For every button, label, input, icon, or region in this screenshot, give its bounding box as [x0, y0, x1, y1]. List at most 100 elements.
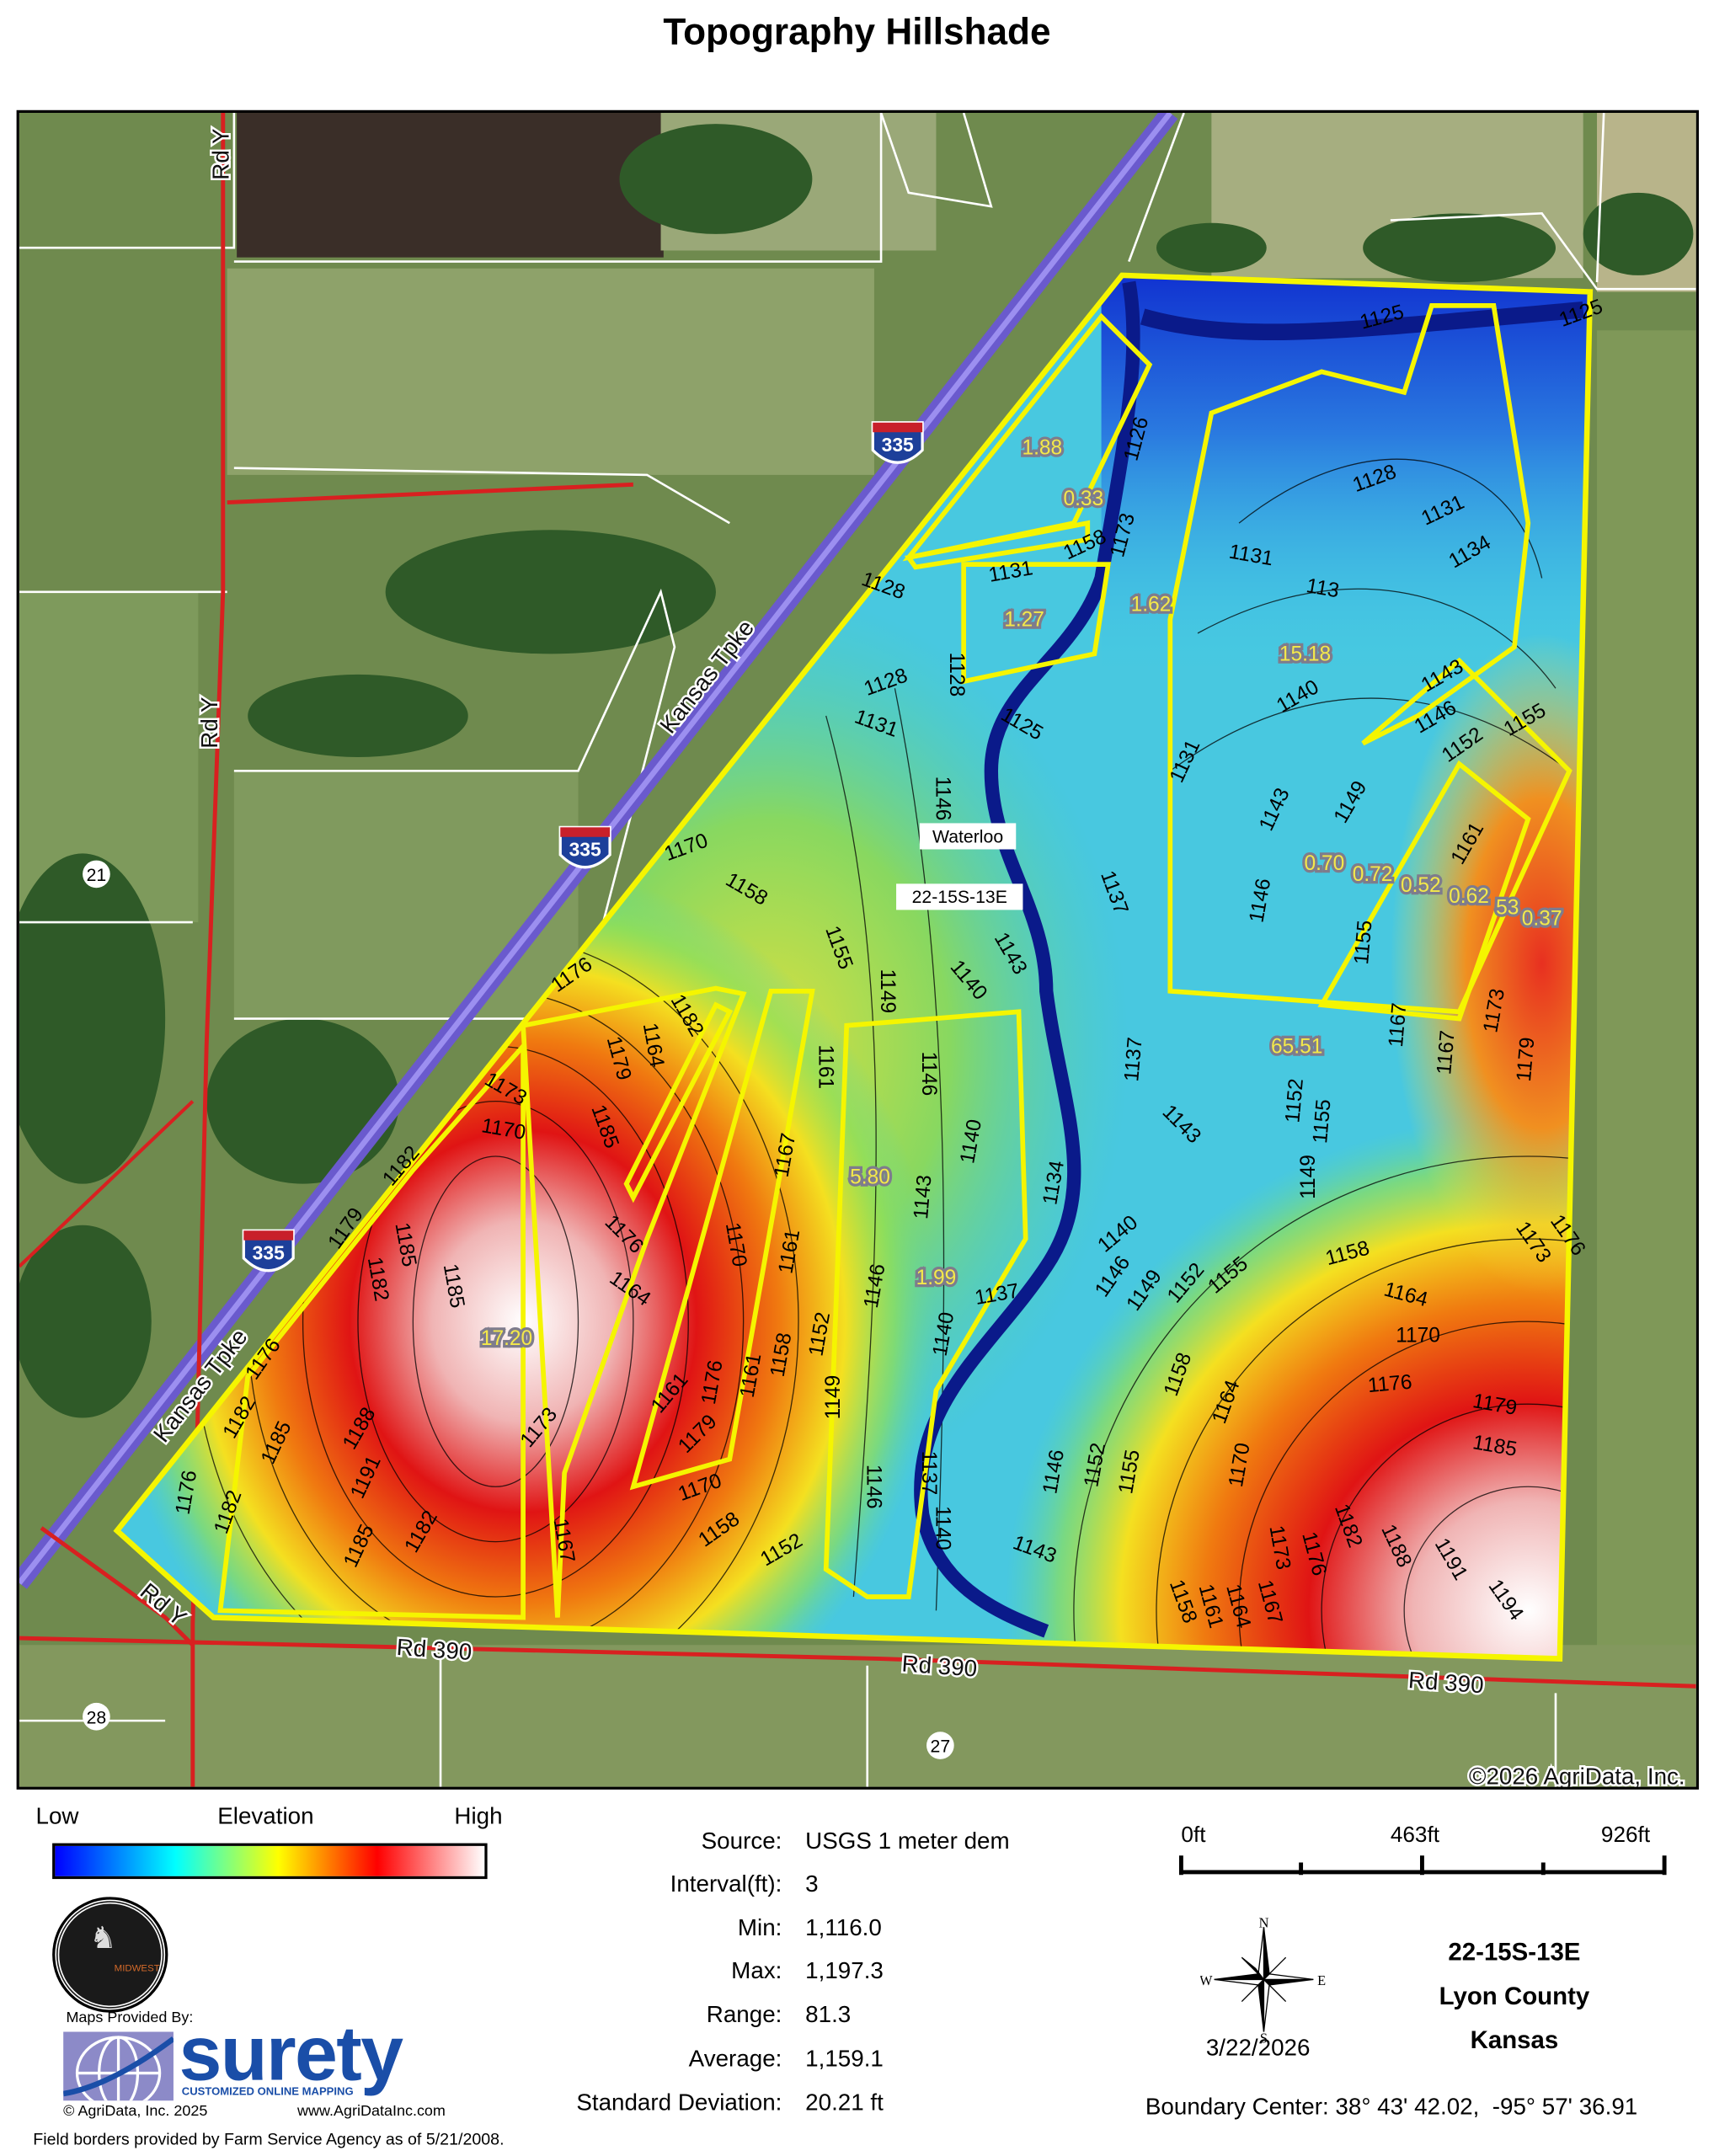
driveway-road — [227, 482, 633, 505]
contour-label: 1137 — [917, 1451, 940, 1496]
globe-logo-icon — [62, 2031, 175, 2111]
acreage-label: 15.18 — [1279, 643, 1331, 666]
county-road-marker — [926, 1732, 954, 1759]
page-title: Topography Hillshade — [663, 11, 1051, 53]
acreage-label: 1.99 — [916, 1267, 957, 1289]
place-label-waterloo: Waterloo — [932, 826, 1003, 846]
location-county: Lyon County — [1439, 1982, 1590, 2010]
contour-label: 1152 — [1281, 1078, 1307, 1124]
road-label-rd-390: Rd 390 — [1407, 1667, 1484, 1698]
interstate-shield-number: 335 — [569, 839, 601, 861]
stat-label: Min: — [737, 1914, 782, 1941]
agridata-website[interactable]: www.AgriDataInc.com — [297, 2103, 446, 2121]
pasture-field — [227, 268, 874, 475]
interstate-shields: 335 335 335 — [242, 421, 924, 1273]
agridata-copyright: © AgriData, Inc. 2025 — [63, 2103, 208, 2121]
surety-wordmark: surety — [179, 2009, 403, 2097]
scale-label-0: 0ft — [1181, 1823, 1206, 1848]
topography-map[interactable]: 335 335 335 1125 1125 1128 1131 1134 1131 113 114… — [16, 109, 1699, 1790]
contour-label: 1149 — [1297, 1155, 1320, 1199]
contour-label: 1179 — [1513, 1036, 1539, 1082]
surety-tagline: CUSTOMIZED ONLINE MAPPING — [181, 2085, 354, 2098]
deer-icon: ♞ — [89, 1920, 117, 1955]
boundary-center: Boundary Center: 38° 43' 42.02, -95° 57'… — [1145, 2094, 1638, 2121]
field-borders — [19, 113, 1696, 1787]
contour-label: 1140 — [931, 1506, 953, 1550]
stat-label: Standard Deviation: — [576, 2089, 782, 2116]
road-label-rd-y: Rd Y — [196, 696, 222, 748]
contour-label: 113 — [1305, 574, 1341, 602]
acreage-label: 17.20 — [481, 1327, 532, 1350]
seal-text: MIDWEST — [114, 1964, 160, 1974]
acreage-label: 0.70 — [1305, 852, 1345, 875]
stat-value: 81.3 — [805, 2001, 852, 2028]
county-road-label: 27 — [931, 1737, 951, 1757]
contour-label: 1146 — [931, 776, 953, 821]
stat-value: 1,159.1 — [805, 2045, 884, 2072]
contour-label: 1146 — [917, 1052, 940, 1097]
stat-label: Max: — [731, 1957, 782, 1984]
acreage-label: 0.72 — [1353, 863, 1393, 886]
acreage-label: 1.88 — [1022, 436, 1062, 459]
acreage-label: 1.27 — [1004, 609, 1044, 632]
legend-high-label: High — [454, 1803, 503, 1830]
rd-y-south-road — [40, 1526, 195, 1646]
stat-value: 1,116.0 — [805, 1914, 882, 1941]
location-state: Kansas — [1470, 2025, 1559, 2054]
field-boundaries[interactable] — [217, 302, 1573, 1620]
north-arrow-compass-icon: N S W E — [1200, 1916, 1326, 2042]
stat-label: Average: — [688, 2045, 782, 2072]
contour-label: 1149 — [822, 1375, 845, 1420]
dark-field — [237, 113, 664, 258]
tree-cover — [19, 124, 1694, 1418]
map-copyright: ©2026 AgriData, Inc. — [1469, 1763, 1685, 1786]
road-label-rd-390: Rd 390 — [901, 1650, 978, 1681]
place-label-waterloo-box — [919, 823, 1017, 850]
rd-y-road — [190, 113, 226, 1787]
contour-label: 1167 — [1433, 1029, 1459, 1075]
contour-label: 1137 — [1120, 1036, 1146, 1082]
property-boundary[interactable] — [113, 272, 1594, 1662]
contour-label: 1155 — [1350, 920, 1376, 966]
stat-label: Source: — [701, 1828, 782, 1854]
county-road-label: 21 — [87, 865, 107, 885]
acreage-label: 53 — [1496, 896, 1519, 919]
maps-provided-by: Maps Provided By: — [66, 2009, 194, 2026]
county-road-label: 28 — [87, 1707, 107, 1727]
acreage-label: 0.62 — [1449, 885, 1489, 908]
stat-value: 1,197.3 — [805, 1957, 884, 1984]
legend-title: Elevation — [217, 1803, 314, 1830]
pasture-field — [19, 1645, 1696, 1787]
stat-value: USGS 1 meter dem — [805, 1828, 1010, 1854]
map-date: 3/22/2026 — [1205, 2034, 1311, 2061]
interstate-335-shield-icon — [242, 1229, 295, 1273]
county-road-marker — [83, 860, 110, 889]
interstate-335-shield-icon — [871, 421, 924, 464]
acreage-label: 1.62 — [1131, 594, 1172, 616]
interstate-335-shield-icon — [558, 825, 611, 869]
scale-label-926: 926ft — [1600, 1823, 1651, 1848]
elevation-color-ramp — [52, 1843, 488, 1880]
stat-value: 3 — [805, 1870, 819, 1897]
field-borders-note: Field borders provided by Farm Service A… — [33, 2129, 505, 2149]
compass-e: E — [1317, 1972, 1326, 1988]
interstate-shield-number: 335 — [253, 1242, 285, 1264]
pasture-field — [233, 771, 579, 1019]
pasture-field — [1597, 330, 1696, 1707]
contour-label: 1176 — [1367, 1371, 1413, 1397]
contour-label: 1149 — [876, 969, 899, 1013]
scale-bar — [1178, 1855, 1667, 1876]
county-road-marker — [83, 1702, 110, 1731]
creek-north — [1140, 301, 1584, 341]
location-section: 22-15S-13E — [1448, 1938, 1581, 1967]
rd-390-road — [19, 1636, 1696, 1689]
contour-label: 1155 — [1309, 1098, 1335, 1145]
acreage-label: 0.33 — [1064, 488, 1104, 510]
acreage-label: 5.80 — [850, 1166, 890, 1189]
interstate-shield-number: 335 — [882, 434, 914, 456]
section-label-box — [896, 883, 1023, 910]
side-road — [19, 1100, 195, 1268]
contour-label: 1161 — [814, 1044, 837, 1089]
legend-low-label: Low — [35, 1803, 79, 1830]
